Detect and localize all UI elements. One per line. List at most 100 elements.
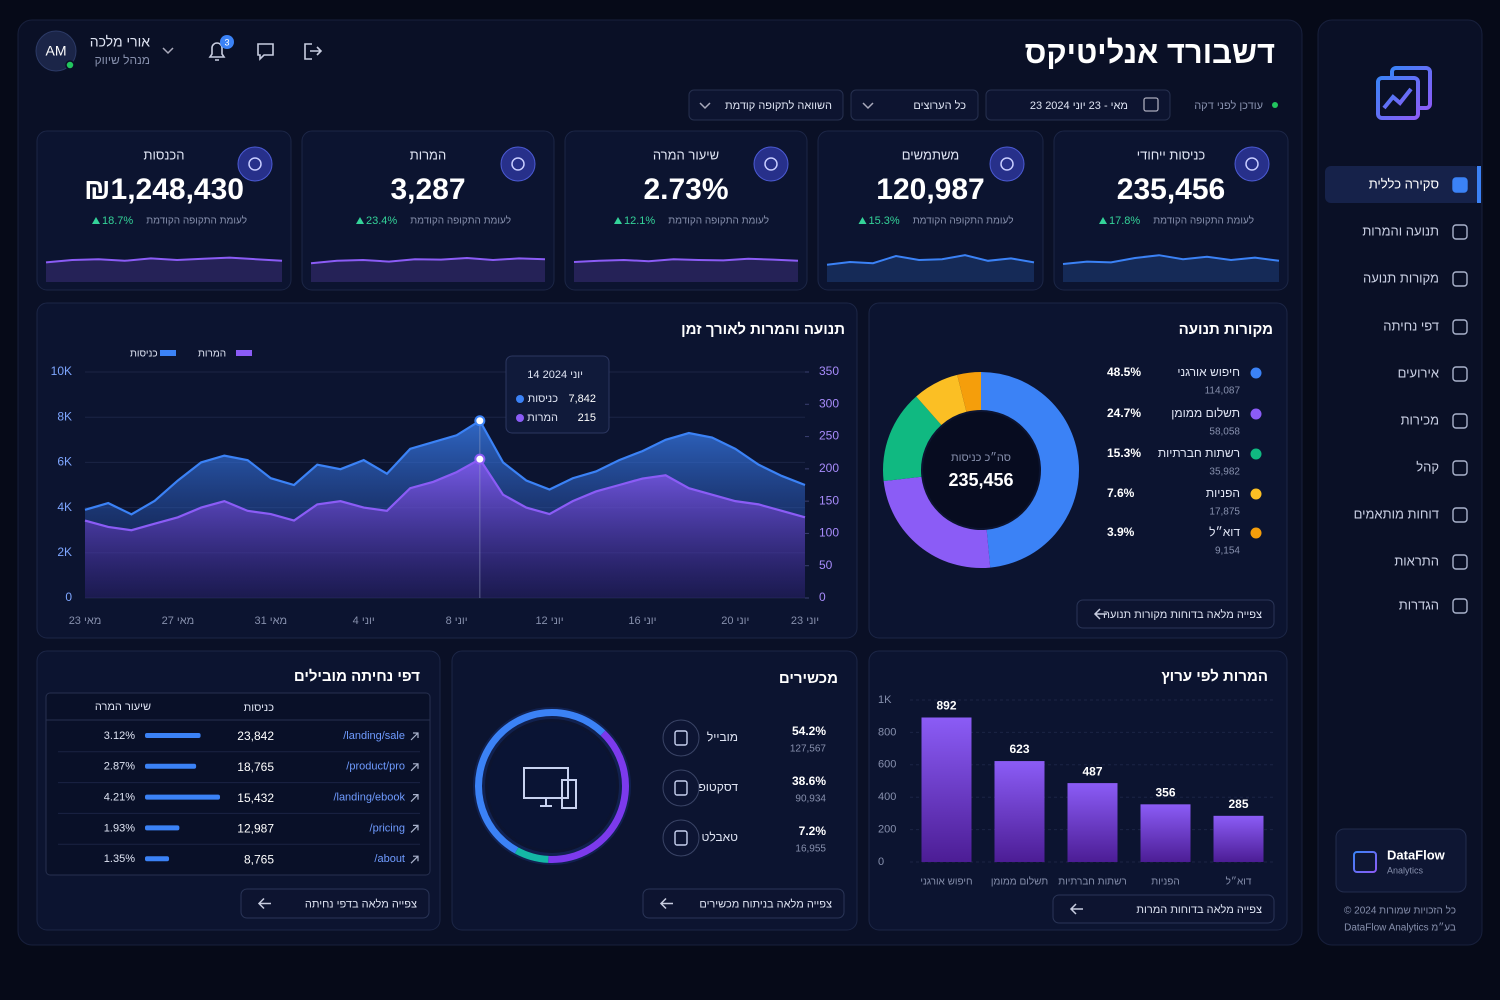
x-tick-label: הפניות	[1151, 877, 1179, 888]
donut-slice	[882, 396, 942, 482]
arrow-icon	[1093, 608, 1107, 620]
nav-icon	[1452, 460, 1468, 476]
nav-item[interactable]: הגדרות	[1399, 597, 1439, 612]
x-tick-label: 4 יוני	[353, 615, 375, 627]
compare-text: השוואה לתקופה קודמת	[725, 99, 832, 112]
nav-icon	[1452, 224, 1468, 240]
notification-count: 3	[224, 37, 229, 47]
kpi-title: משתמשים	[902, 147, 960, 162]
card	[36, 130, 292, 291]
kpi-note: לעומת התקופה הקודמת	[410, 215, 511, 227]
sparkline	[45, 256, 283, 264]
x-tick-label: רשתות חברתיות	[1058, 877, 1126, 888]
legend-swatch	[236, 350, 252, 356]
area-line	[84, 457, 806, 532]
nav-active[interactable]	[1325, 166, 1480, 203]
device-icon	[662, 819, 700, 857]
kpi-value: ₪1,248,430	[84, 173, 244, 206]
sparkline-fill	[311, 258, 545, 282]
arrow-icon	[257, 897, 271, 910]
kpi-change: 15.3%	[869, 215, 900, 227]
chat-icon[interactable]	[257, 43, 274, 61]
device-name: דסקטופ	[698, 780, 738, 794]
button[interactable]	[1076, 599, 1275, 629]
nav-item[interactable]: דוחות מותאמים	[1354, 506, 1439, 521]
y-tick-label: 8K	[57, 409, 72, 423]
rate-bar	[145, 856, 170, 862]
source-percent: 24.7%	[1107, 406, 1141, 420]
table-header: שיעור המרה	[95, 701, 151, 713]
compare-select[interactable]	[688, 89, 844, 121]
brand-name: DataFlow	[1387, 847, 1446, 862]
y2-tick-label: 100	[819, 526, 839, 540]
nav-item[interactable]: דפי נחיתה	[1383, 318, 1439, 333]
rate-bar	[145, 763, 197, 769]
device-center	[488, 722, 616, 850]
x-tick-label: 8 יוני	[446, 615, 468, 627]
nav-item[interactable]: אירועים	[1398, 365, 1439, 380]
source-name: הפניות	[1206, 486, 1240, 500]
device-percent: 38.6%	[792, 774, 826, 788]
bar	[1067, 783, 1118, 862]
page-url: /about	[374, 853, 405, 865]
nav-item[interactable]: קהל	[1416, 459, 1439, 474]
brand-card	[1335, 828, 1467, 893]
user-menu-chevron[interactable]	[162, 47, 174, 55]
source-count: 35,982	[1209, 467, 1240, 478]
y-tick-label: 600	[878, 759, 896, 771]
nav-item[interactable]: סקירה כללית	[1369, 176, 1439, 191]
device-glyph	[674, 730, 688, 746]
x-tick-label: 23 יוני	[791, 615, 819, 627]
kpi-icon	[1234, 146, 1270, 182]
device-count: 127,567	[790, 744, 827, 755]
chart-title: המרות לפי ערוץ	[1161, 668, 1268, 685]
visits: 15,432	[237, 791, 274, 805]
nav-item[interactable]: מקורות תנועה	[1363, 270, 1439, 285]
devices-icon	[523, 767, 577, 809]
nav-icon	[1452, 271, 1468, 287]
bar	[921, 717, 972, 862]
nav-item[interactable]: תנועה והמרות	[1362, 223, 1439, 238]
donut-hole	[923, 412, 1039, 528]
segment-select[interactable]	[850, 89, 979, 121]
logout-icon[interactable]	[304, 43, 323, 60]
kpi-value: 235,456	[1117, 173, 1225, 206]
up-triangle	[858, 217, 867, 224]
external-link-icon	[410, 732, 419, 741]
avatar-initials: AM	[46, 43, 67, 59]
kpi-icon	[500, 146, 536, 182]
x-tick-label: חיפוש אורגני	[920, 877, 972, 888]
live-dot	[1272, 102, 1278, 108]
donut-slice	[957, 372, 981, 412]
bar-label: 623	[1009, 742, 1029, 756]
page-url: /landing/sale	[343, 730, 405, 742]
tooltip-name: כניסות	[528, 393, 559, 405]
nav-item[interactable]: מכירות	[1401, 412, 1439, 427]
button[interactable]	[240, 888, 430, 919]
kpi-title: הכנסות	[143, 147, 184, 162]
kpi-note: לעומת התקופה הקודמת	[1153, 215, 1254, 227]
device-icon	[662, 719, 700, 757]
tooltip-value: 7,842	[568, 393, 596, 405]
bell-icon[interactable]	[208, 42, 226, 61]
button[interactable]	[1052, 894, 1275, 924]
date-select[interactable]	[985, 89, 1171, 121]
avatar[interactable]	[35, 30, 77, 72]
source-percent: 48.5%	[1107, 365, 1141, 379]
donut-slice	[883, 476, 991, 568]
page-url: /landing/ebook	[333, 792, 405, 804]
external-link-icon	[410, 794, 419, 803]
sparkline	[310, 256, 546, 265]
legend-dot	[1250, 367, 1262, 379]
up-triangle	[356, 217, 364, 224]
source-name: רשתות חברתיות	[1158, 446, 1240, 460]
kpi-note: לעומת התקופה הקודמת	[146, 215, 247, 227]
kpi-change: 18.7%	[102, 215, 133, 227]
nav-item[interactable]: התראות	[1394, 553, 1439, 568]
visits: 23,842	[237, 729, 274, 743]
button[interactable]	[642, 888, 845, 919]
kpi-value: 2.73%	[643, 173, 728, 206]
nav-indicator	[1477, 166, 1481, 203]
source-percent: 7.6%	[1107, 486, 1135, 500]
